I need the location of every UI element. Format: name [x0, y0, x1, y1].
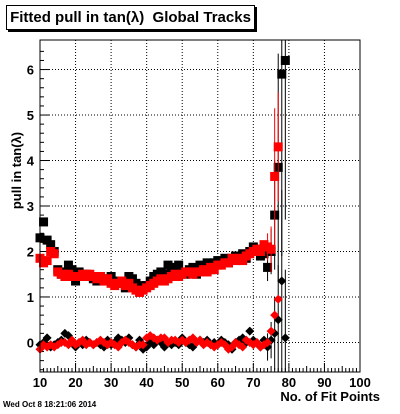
y-tick-label: 5	[27, 108, 34, 123]
data-point-diamond	[248, 340, 258, 350]
data-point-square	[263, 262, 273, 272]
data-point-diamond	[42, 333, 52, 343]
data-point-square	[209, 265, 219, 275]
data-point-square	[188, 262, 198, 272]
data-point-diamond	[273, 294, 283, 304]
data-point-diamond	[238, 342, 248, 352]
data-point-square	[202, 258, 212, 268]
data-point-square	[202, 267, 212, 277]
data-point-square	[39, 217, 49, 227]
x-tick-label: 70	[246, 375, 260, 390]
chart-title-box: Fitted pull in tan(λ) Global Tracks	[6, 5, 255, 30]
data-point-square	[124, 278, 134, 288]
data-point-square	[159, 269, 169, 279]
x-tick-label: 50	[175, 375, 189, 390]
y-tick-label: 1	[27, 290, 34, 305]
data-point-square	[46, 240, 56, 250]
x-tick-label: 90	[317, 375, 331, 390]
data-point-square	[95, 271, 105, 281]
data-point-square	[270, 171, 280, 181]
data-point-square	[266, 244, 276, 254]
data-point-diamond	[270, 310, 280, 320]
data-point-square	[117, 276, 127, 286]
data-point-square	[63, 260, 73, 270]
data-point-diamond	[138, 340, 148, 350]
data-point-square	[67, 265, 77, 275]
data-point-square	[280, 55, 290, 65]
data-point-square	[174, 260, 184, 270]
data-point-square	[255, 246, 265, 256]
data-point-square	[238, 256, 248, 266]
data-point-square	[42, 235, 52, 245]
x-tick-label: 40	[139, 375, 153, 390]
x-tick-label: 80	[282, 375, 296, 390]
data-point-diamond	[280, 333, 290, 343]
data-point-square	[273, 142, 283, 152]
data-point-square	[220, 253, 230, 263]
data-point-square	[277, 69, 287, 79]
data-point-diamond	[277, 276, 287, 286]
data-point-square	[49, 249, 59, 259]
x-tick-label: 20	[68, 375, 82, 390]
data-point-square	[42, 256, 52, 266]
y-tick-label: 6	[27, 63, 34, 78]
y-tick-label: 2	[27, 244, 34, 259]
y-tick-label: 0	[27, 335, 34, 350]
data-point-square	[127, 274, 137, 284]
x-tick-label: 60	[211, 375, 225, 390]
data-point-diamond	[263, 337, 273, 347]
data-point-square	[223, 258, 233, 268]
x-tick-label: 30	[104, 375, 118, 390]
timestamp: Wed Oct 8 18:21:06 2014	[3, 400, 97, 409]
data-point-square	[71, 276, 81, 286]
plot-frame	[39, 39, 361, 373]
data-point-square	[103, 274, 113, 284]
data-point-square	[131, 278, 141, 288]
y-tick-label: 4	[27, 154, 35, 169]
data-point-diamond	[245, 326, 255, 336]
y-tick-label: 3	[27, 199, 34, 214]
x-tick-label: 10	[33, 375, 47, 390]
data-point-square	[163, 260, 173, 270]
chart-title: Fitted pull in tan(λ) Global Tracks	[10, 9, 251, 26]
data-point-square	[195, 260, 205, 270]
x-axis-label: No. of Fit Points	[280, 389, 380, 404]
data-point-diamond	[266, 326, 276, 336]
x-tick-label: 100	[349, 375, 371, 390]
